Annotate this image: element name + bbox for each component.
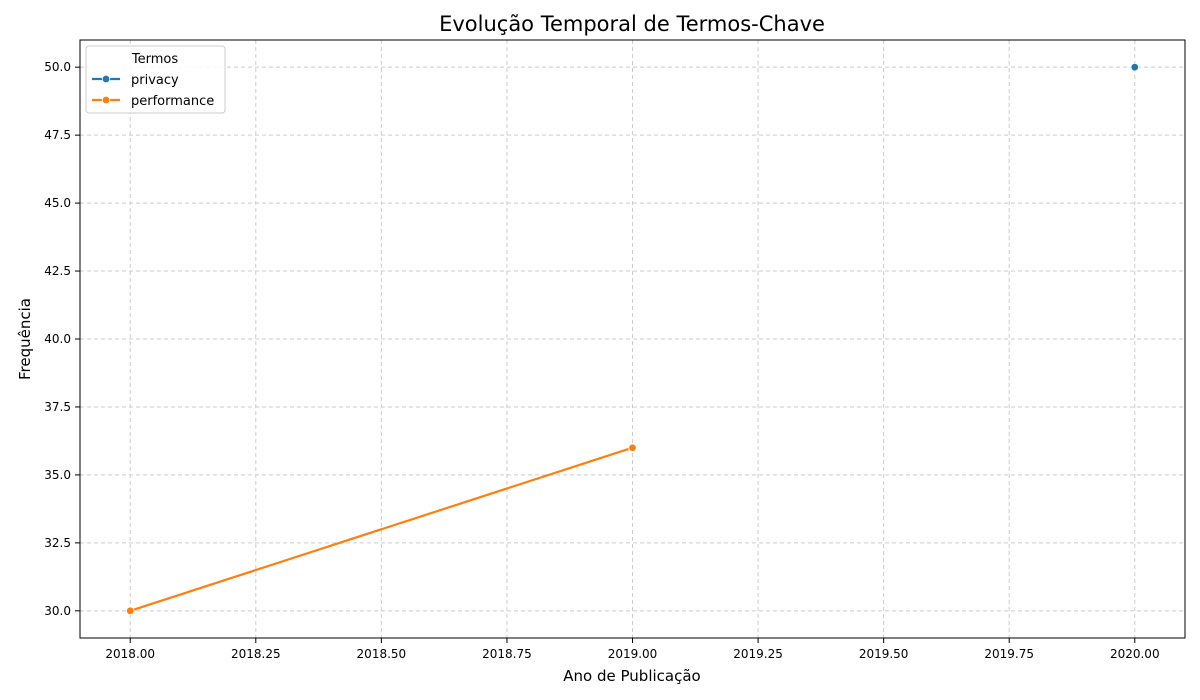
x-tick-label: 2018.75: [482, 647, 532, 661]
y-tick-label: 42.5: [44, 264, 71, 278]
legend-marker: [101, 74, 111, 84]
y-tick-label: 47.5: [44, 128, 71, 142]
data-point-performance: [628, 443, 637, 452]
series-line-performance: [129, 446, 633, 612]
y-axis-label: Frequência: [16, 298, 34, 380]
y-tick-label: 37.5: [44, 400, 71, 414]
legend-entries: privacy performance: [92, 73, 214, 109]
legend-entry-privacy: privacy: [92, 73, 179, 88]
y-tick-label: 30.0: [44, 604, 71, 618]
y-tick-label: 40.0: [44, 332, 71, 346]
x-tick-label: 2018.25: [231, 647, 281, 661]
legend-entry-performance: performance: [92, 94, 214, 109]
x-tick-label: 2018.00: [105, 647, 155, 661]
legend-label: privacy: [131, 73, 179, 88]
data-point-privacy: [1130, 62, 1139, 72]
chart-title: Evolução Temporal de Termos-Chave: [439, 12, 825, 36]
x-tick-label: 2019.00: [608, 647, 658, 661]
series-performance: [126, 443, 637, 616]
y-tick-label: 45.0: [44, 196, 71, 210]
y-tick-label: 32.5: [44, 536, 71, 550]
x-axis-label: Ano de Publicação: [563, 667, 700, 685]
series-privacy: [1130, 62, 1139, 72]
data-point-performance: [126, 606, 135, 616]
legend-title: Termos: [131, 52, 178, 67]
x-tick-label: 2019.50: [859, 647, 909, 661]
legend-box: [85, 45, 226, 114]
y-tick-label: 50.0: [44, 60, 71, 74]
x-tick-label: 2020.00: [1110, 647, 1160, 661]
legend: Termos privacy performance: [85, 45, 226, 114]
series-layer: [126, 62, 1139, 616]
legend-marker: [101, 95, 111, 105]
x-tick-label: 2019.75: [984, 647, 1034, 661]
x-tick-label: 2019.25: [733, 647, 783, 661]
x-axis-ticks: 2018.00 2018.25 2018.50 2018.75 2019.00 2019.…: [105, 638, 1160, 661]
x-tick-label: 2018.50: [357, 647, 407, 661]
legend-label: performance: [131, 94, 214, 109]
y-axis-ticks: 30.0 32.5 35.0 37.5 40.0 42.5 45.0 47.5 50.0: [44, 60, 80, 618]
y-tick-label: 35.0: [44, 468, 71, 482]
grid: [80, 40, 1185, 638]
